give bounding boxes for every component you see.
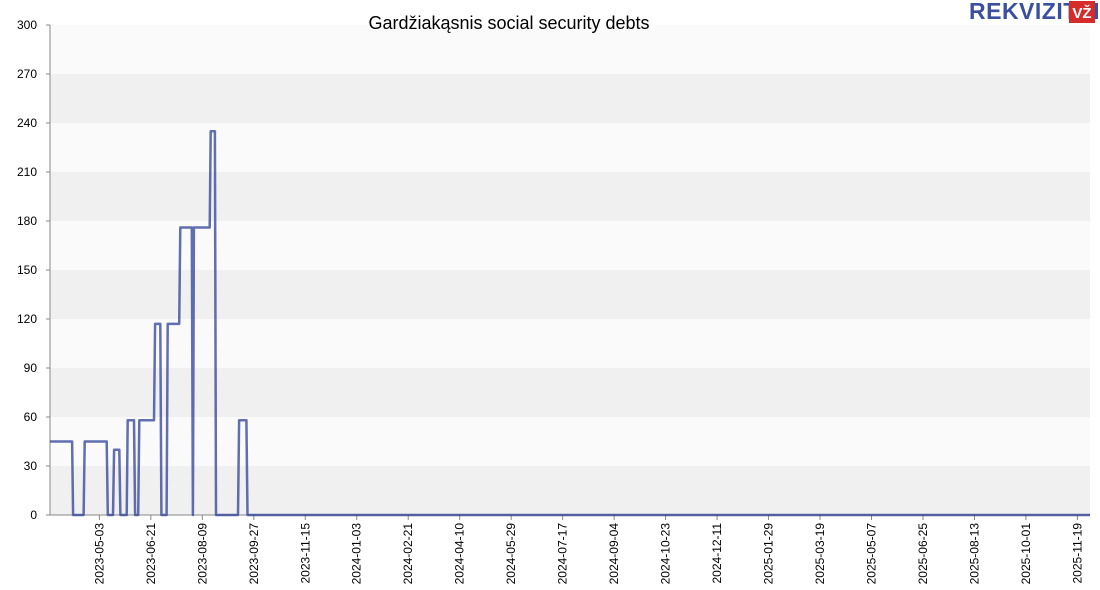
- grid-band: [50, 74, 1090, 123]
- x-tick-label: 2025-06-25: [916, 523, 930, 585]
- grid-band: [50, 270, 1090, 319]
- x-tick-label: 2023-06-21: [144, 523, 158, 585]
- chart-title: Gardžiakąsnis social security debts: [368, 13, 649, 33]
- grid-band: [50, 368, 1090, 417]
- x-tick-label: 2024-09-04: [607, 523, 621, 585]
- x-tick-label: 2024-10-23: [659, 523, 673, 585]
- x-tick-label: 2023-08-09: [195, 523, 209, 585]
- rekvizitai-logo[interactable]: REKVIZITAI VŽ: [969, 0, 1100, 24]
- grid-band: [50, 466, 1090, 515]
- grid-band: [50, 319, 1090, 368]
- grid-band: [50, 221, 1090, 270]
- y-tick-label: 240: [17, 116, 37, 130]
- y-tick-label: 150: [17, 263, 37, 277]
- x-tick-label: 2023-05-03: [92, 523, 106, 585]
- series-line: [50, 129, 1090, 517]
- logo-badge: [1069, 1, 1095, 23]
- y-tick-label: 0: [30, 508, 37, 522]
- y-tick-label: 180: [17, 214, 37, 228]
- x-tick-label: 2024-04-10: [453, 523, 467, 585]
- x-tick-label: 2024-02-21: [401, 523, 415, 585]
- x-tick-label: 2024-05-29: [504, 523, 518, 585]
- y-tick-label: 60: [24, 410, 38, 424]
- x-tick-labels: 2023-05-03 2023-06-21 2023-08-09 2023-09-27…: [92, 515, 1084, 584]
- x-tick-label: 2023-09-27: [247, 523, 261, 585]
- y-tick-labels: 0 30 60 90 120 150 180 210 240 270 300: [17, 18, 50, 522]
- x-tick-label: 2025-11-19: [1070, 523, 1084, 584]
- grid-band: [50, 417, 1090, 466]
- x-tick-label: 2025-03-19: [813, 523, 827, 585]
- x-tick-label: 2024-12-11: [710, 523, 724, 584]
- grid-band: [50, 25, 1090, 74]
- x-tick-label: 2025-08-13: [967, 523, 981, 585]
- y-tick-label: 210: [17, 165, 37, 179]
- x-tick-label: 2024-01-03: [350, 523, 364, 585]
- x-tick-label: 2025-05-07: [864, 523, 878, 585]
- grid-band: [50, 123, 1090, 172]
- grid-band: [50, 172, 1090, 221]
- x-tick-label: 2024-07-17: [556, 523, 570, 585]
- y-tick-label: 300: [17, 18, 37, 32]
- x-tick-label: 2023-11-15: [298, 523, 312, 584]
- grid-bands: [50, 25, 1090, 515]
- x-tick-label: 2025-01-29: [762, 523, 776, 585]
- y-tick-label: 90: [24, 361, 38, 375]
- y-tick-label: 120: [17, 312, 37, 326]
- x-tick-label: 2025-10-01: [1019, 523, 1033, 585]
- y-tick-label: 30: [24, 459, 38, 473]
- y-tick-label: 270: [17, 67, 37, 81]
- logo-badge-text: VŽ: [1072, 4, 1091, 22]
- series-group: [50, 129, 1090, 517]
